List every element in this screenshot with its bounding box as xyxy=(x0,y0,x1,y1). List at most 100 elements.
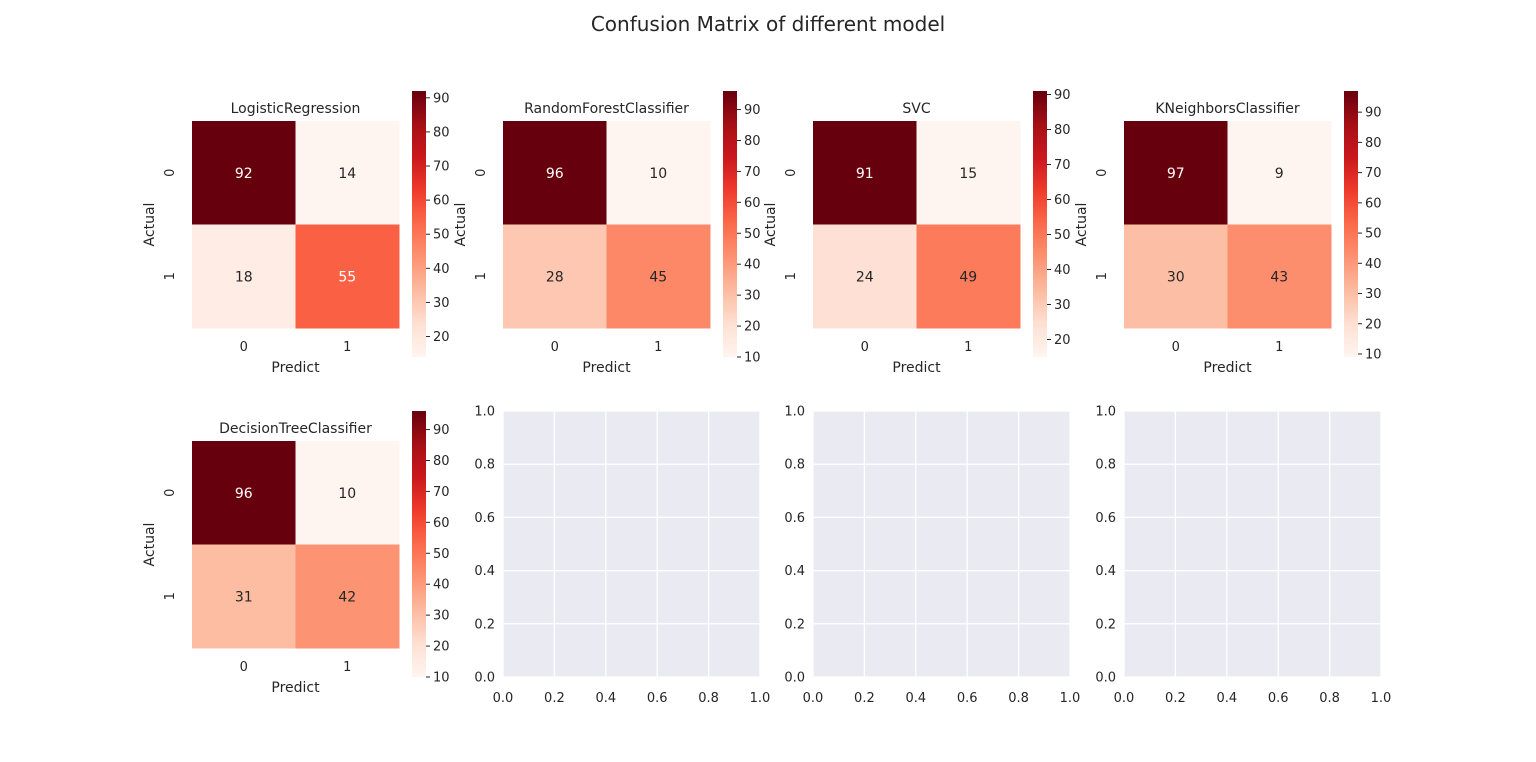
colorbar xyxy=(1033,91,1047,357)
x-tick-label: 0.8 xyxy=(1008,691,1029,706)
heatmap-cell xyxy=(192,224,296,329)
colorbar-tick-label: 90 xyxy=(1054,88,1071,103)
colorbar xyxy=(723,91,737,357)
heatmap-cell xyxy=(1227,224,1332,329)
heatmap-cell xyxy=(295,544,400,649)
heatmap-cell xyxy=(192,441,296,545)
colorbar-tick-label: 60 xyxy=(1054,193,1071,208)
heatmap-title: SVC xyxy=(902,101,930,117)
heatmap-cell xyxy=(606,121,711,225)
colorbar-tick-label: 90 xyxy=(744,103,761,118)
x-tick-label: 0 xyxy=(1172,340,1180,355)
colorbar-tick-label: 70 xyxy=(744,165,761,180)
y-tick-label: 0.4 xyxy=(474,564,495,579)
y-tick-label: 0 xyxy=(163,489,178,497)
heatmap-title: KNeighborsClassifier xyxy=(1155,101,1300,117)
cell-value-label: 55 xyxy=(338,269,356,285)
colorbar-tick-label: 40 xyxy=(433,578,450,593)
colorbar-tick-label: 50 xyxy=(1365,227,1382,242)
x-axis-label: Predict xyxy=(892,360,941,376)
colorbar-tick-label: 60 xyxy=(433,516,450,531)
x-tick-label: 0 xyxy=(240,660,248,675)
colorbar xyxy=(412,91,426,357)
colorbar-tick-label: 20 xyxy=(433,330,450,345)
axes-background xyxy=(503,411,760,677)
colorbar-tick-label: 90 xyxy=(1365,106,1382,121)
y-tick-label: 0.2 xyxy=(474,617,495,632)
y-tick-label: 0.4 xyxy=(784,564,805,579)
cell-value-label: 24 xyxy=(856,269,874,285)
heatmap-panel: SVC 91 15 24 49 0 1 0 1 Predict Actual 20 30 40 50 60 70… xyxy=(763,88,1071,376)
y-tick-label: 0 xyxy=(784,169,799,177)
colorbar-tick-label: 90 xyxy=(433,91,450,106)
heatmap-cell xyxy=(1227,121,1332,225)
y-tick-label: 0.8 xyxy=(784,458,805,473)
x-tick-label: 1 xyxy=(964,340,972,355)
y-tick-label: 0.0 xyxy=(474,671,495,686)
colorbar-tick-label: 20 xyxy=(1365,317,1382,332)
y-tick-label: 0.8 xyxy=(1095,458,1116,473)
colorbar-tick-label: 50 xyxy=(433,228,450,243)
y-tick-label: 0.6 xyxy=(474,511,495,526)
x-tick-label: 0.6 xyxy=(647,691,668,706)
heatmap-cell xyxy=(192,121,296,225)
cell-value-label: 15 xyxy=(959,166,977,182)
colorbar-tick-label: 10 xyxy=(744,351,761,366)
cell-value-label: 30 xyxy=(1167,269,1185,285)
axes-background xyxy=(1124,411,1381,677)
colorbar-tick-label: 20 xyxy=(433,640,450,655)
heatmap-cell xyxy=(606,224,711,329)
cell-value-label: 9 xyxy=(1275,166,1284,182)
colorbar xyxy=(412,411,426,677)
cell-value-label: 31 xyxy=(235,589,253,605)
y-axis-label: Actual xyxy=(142,523,158,567)
colorbar-tick-label: 60 xyxy=(744,196,761,211)
heatmap-panel: LogisticRegression 92 14 18 55 0 1 0 1 Predict Act… xyxy=(142,91,450,376)
cell-value-label: 10 xyxy=(338,486,356,502)
colorbar-tick-label: 40 xyxy=(433,262,450,277)
colorbar-tick-label: 80 xyxy=(1365,136,1382,151)
colorbar-tick-label: 50 xyxy=(433,547,450,562)
x-tick-label: 1 xyxy=(1275,340,1283,355)
colorbar-tick-label: 70 xyxy=(1054,158,1071,173)
x-axis-label: Predict xyxy=(271,680,320,696)
y-tick-label: 1.0 xyxy=(784,405,805,420)
y-tick-label: 1.0 xyxy=(474,405,495,420)
y-tick-label: 0 xyxy=(1095,169,1110,177)
y-tick-label: 0.4 xyxy=(1095,564,1116,579)
x-tick-label: 0 xyxy=(551,340,559,355)
y-axis-label: Actual xyxy=(763,203,779,247)
colorbar-tick-label: 30 xyxy=(433,609,450,624)
heatmap-cell xyxy=(1124,224,1228,329)
x-tick-label: 1.0 xyxy=(1371,691,1392,706)
cell-value-label: 10 xyxy=(649,166,667,182)
y-tick-label: 0.0 xyxy=(784,671,805,686)
heatmap-title: LogisticRegression xyxy=(231,101,361,117)
heatmap-cell xyxy=(503,224,607,329)
x-tick-label: 0.0 xyxy=(1114,691,1135,706)
y-tick-label: 0 xyxy=(474,169,489,177)
colorbar-tick-label: 70 xyxy=(433,160,450,175)
x-tick-label: 1 xyxy=(343,660,351,675)
heatmap-cell xyxy=(916,121,1021,225)
cell-value-label: 43 xyxy=(1270,269,1288,285)
figure-title: Confusion Matrix of different model xyxy=(591,12,945,36)
y-tick-label: 0.6 xyxy=(1095,511,1116,526)
y-tick-label: 1.0 xyxy=(1095,405,1116,420)
axes-background xyxy=(813,411,1070,677)
x-tick-label: 0.8 xyxy=(1319,691,1340,706)
colorbar-tick-label: 10 xyxy=(433,671,450,686)
colorbar-tick-label: 40 xyxy=(1054,263,1071,278)
x-tick-label: 0 xyxy=(240,340,248,355)
colorbar-tick-label: 80 xyxy=(433,454,450,469)
cell-value-label: 92 xyxy=(235,166,253,182)
x-tick-label: 0.0 xyxy=(803,691,824,706)
cell-value-label: 97 xyxy=(1167,166,1185,182)
colorbar-tick-label: 30 xyxy=(1054,298,1071,313)
colorbar-tick-label: 40 xyxy=(1365,257,1382,272)
heatmap-cell xyxy=(295,224,400,329)
cell-value-label: 96 xyxy=(546,166,564,182)
